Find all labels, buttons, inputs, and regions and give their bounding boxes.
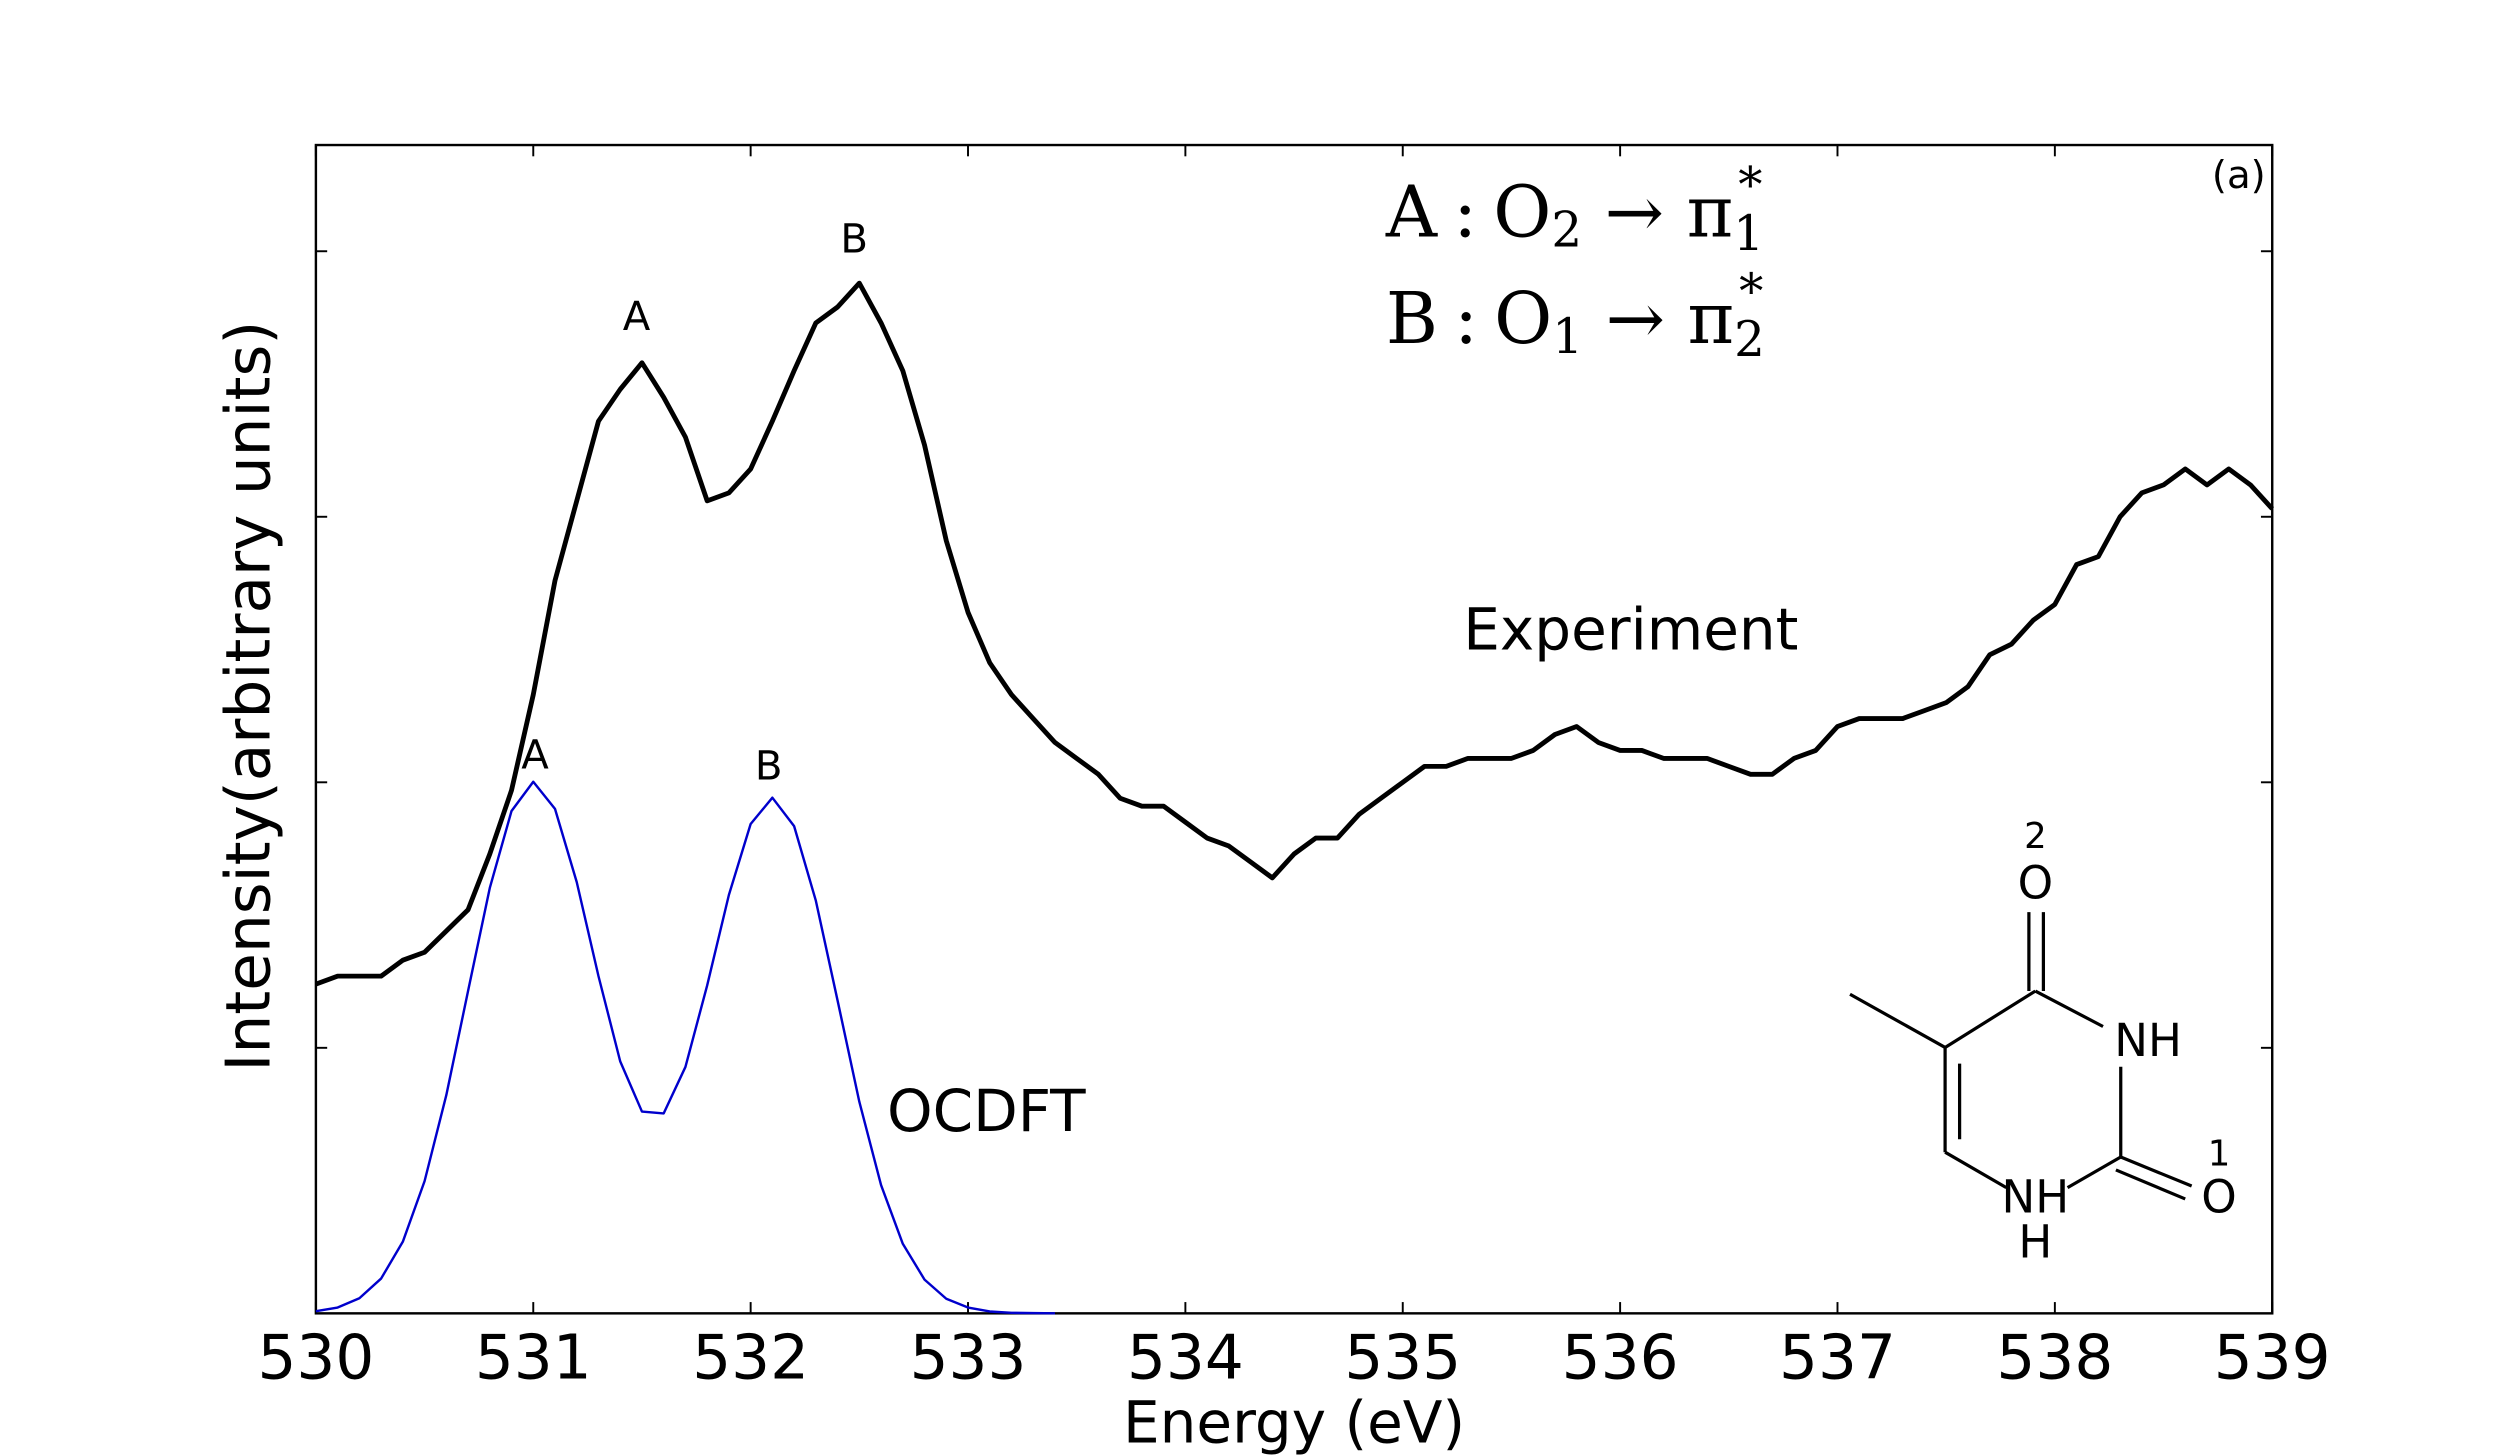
assignment-part: A — [1385, 170, 1438, 253]
peak-label: A — [521, 732, 549, 778]
plot-frame — [314, 143, 2274, 1315]
assignment-part: π — [1687, 170, 1734, 253]
series-label: OCDFT — [887, 1077, 1086, 1145]
assignment: A: O2 → π1* — [1385, 157, 1764, 261]
assignment-part: → — [1606, 276, 1665, 359]
assignment: B: O1 → π2* — [1386, 263, 1765, 367]
assignment-part: : — [1454, 276, 1478, 359]
assignment-part: B — [1386, 276, 1438, 359]
series-label: Experiment — [1463, 595, 1798, 663]
peak-label: B — [755, 744, 783, 790]
assignment-part: : — [1453, 170, 1477, 253]
x-tick-label: 537 — [1779, 1322, 1896, 1393]
panel-label: (a) — [2212, 153, 2266, 198]
molecule-bonds — [1849, 912, 2193, 1201]
x-tick-label: 536 — [1562, 1322, 1679, 1393]
x-tick-label: 534 — [1127, 1322, 1244, 1393]
x-tick-label: 538 — [1996, 1322, 2113, 1393]
x-axis-label: Energy (eV) — [1123, 1388, 1465, 1455]
series-line — [315, 280, 2275, 987]
x-tick-label: 532 — [692, 1322, 809, 1393]
molecule-label: O — [2018, 856, 2054, 909]
peak-label: A — [623, 294, 651, 340]
x-tick-label: 533 — [910, 1322, 1027, 1393]
molecule-label: 1 — [2208, 1133, 2231, 1174]
molecule-label: O — [2201, 1171, 2237, 1224]
assignment-part: 2 — [1551, 202, 1582, 258]
molecule-label: H — [2018, 1216, 2052, 1269]
molecule-label: NH — [2114, 1014, 2182, 1067]
molecule-label: NH — [2002, 1171, 2070, 1224]
x-tick-label: 539 — [2214, 1322, 2331, 1393]
assignment-part: * — [1738, 157, 1762, 213]
x-tick-label: 530 — [257, 1322, 374, 1393]
y-axis-label: Intensity(arbitrary units) — [214, 321, 285, 1072]
assignment-part: O — [1494, 276, 1552, 359]
assignment-part: * — [1739, 263, 1763, 319]
assignment-part: → — [1605, 170, 1664, 253]
molecule-label: 2 — [2024, 816, 2047, 857]
x-tick-label: 535 — [1344, 1322, 1461, 1393]
assignment-part: 1 — [1733, 205, 1764, 261]
x-tick-label: 531 — [475, 1322, 592, 1393]
peak-label: B — [840, 217, 868, 263]
assignment-part: 1 — [1552, 309, 1583, 365]
series-line — [315, 780, 1055, 1315]
assignment-part: π — [1688, 276, 1735, 359]
assignment-part: 2 — [1734, 312, 1765, 368]
assignment-part: O — [1493, 170, 1551, 253]
